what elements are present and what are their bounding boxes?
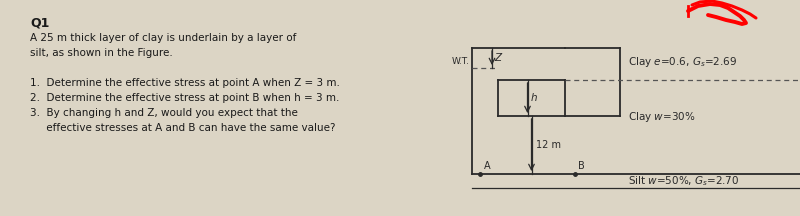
Text: h: h — [530, 93, 537, 103]
Text: A: A — [484, 161, 490, 171]
Text: B: B — [578, 161, 585, 171]
Text: 3.  By changing h and Z, would you expect that the: 3. By changing h and Z, would you expect… — [30, 108, 298, 118]
Text: Q1: Q1 — [30, 16, 50, 29]
Text: silt, as shown in the Figure.: silt, as shown in the Figure. — [30, 48, 173, 58]
Text: Silt $w$=50%, $G_s$=2.70: Silt $w$=50%, $G_s$=2.70 — [628, 174, 739, 188]
Text: A 25 m thick layer of clay is underlain by a layer of: A 25 m thick layer of clay is underlain … — [30, 33, 296, 43]
Text: Clay $w$=30%: Clay $w$=30% — [628, 110, 695, 124]
Text: 12 m: 12 m — [535, 140, 561, 150]
Text: Z: Z — [494, 53, 501, 63]
Text: W.T.: W.T. — [452, 57, 470, 66]
Text: effective stresses at A and B can have the same value?: effective stresses at A and B can have t… — [30, 123, 335, 133]
Text: 1.  Determine the effective stress at point A when Z = 3 m.: 1. Determine the effective stress at poi… — [30, 78, 340, 88]
Text: Clay $e$=0.6, $G_s$=2.69: Clay $e$=0.6, $G_s$=2.69 — [628, 55, 738, 69]
Text: 2.  Determine the effective stress at point B when h = 3 m.: 2. Determine the effective stress at poi… — [30, 93, 339, 103]
